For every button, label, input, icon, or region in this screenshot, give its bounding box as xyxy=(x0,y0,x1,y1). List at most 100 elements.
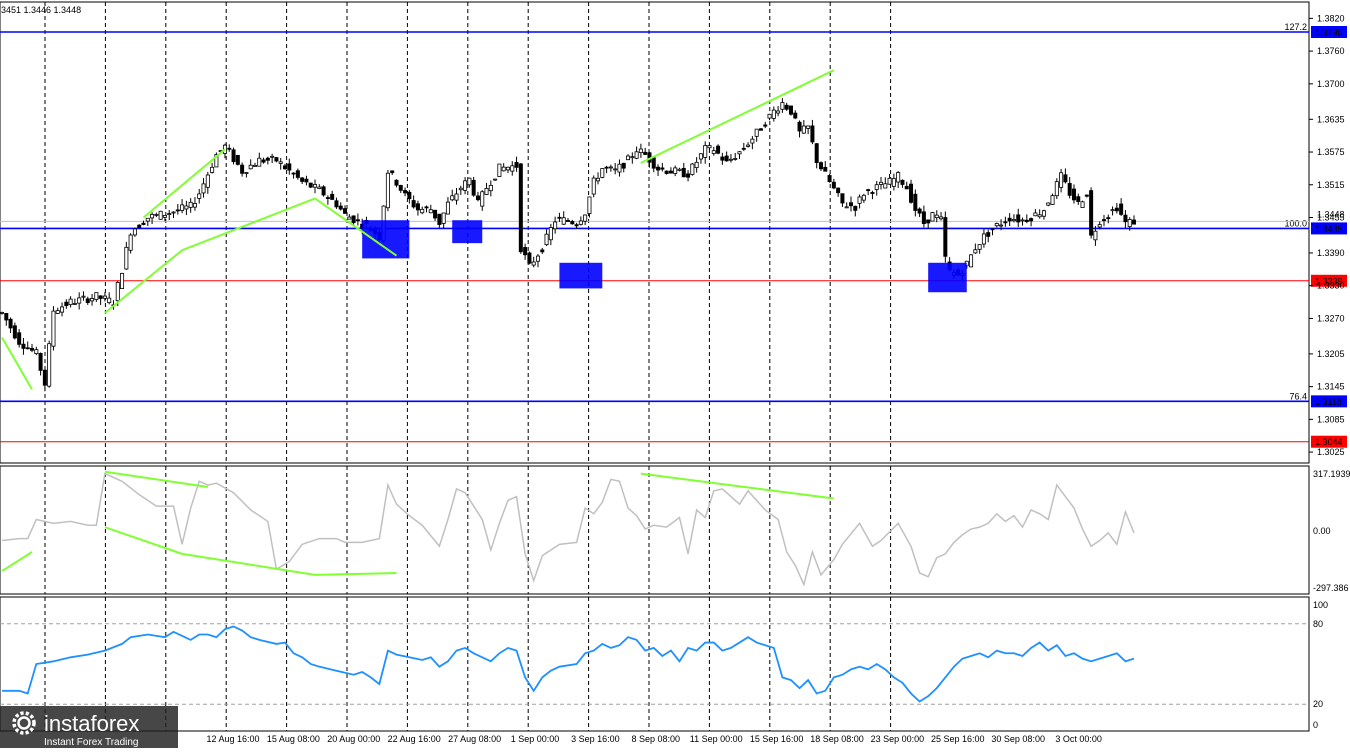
candle-body xyxy=(278,161,283,164)
candle-body xyxy=(716,145,721,154)
candle-body xyxy=(51,310,56,347)
cci-panel-frame xyxy=(0,465,1310,595)
candle-body xyxy=(197,193,202,199)
candle-body xyxy=(754,128,759,137)
candle-body xyxy=(994,223,999,227)
candle-body xyxy=(192,203,197,208)
candle-body xyxy=(167,213,172,215)
candle-body xyxy=(677,168,682,171)
candle-body xyxy=(986,232,991,237)
candle-body xyxy=(81,295,86,298)
rsi-tick-label: 0 xyxy=(1313,720,1318,730)
candle-body xyxy=(17,332,22,345)
candle-body xyxy=(1071,188,1076,201)
candle-body xyxy=(801,125,806,134)
candle-body xyxy=(656,166,661,171)
y-axis-labels: 1.3820 1.3760 1.3700 1.3635 1.3575 1.3515 1.34… xyxy=(1309,13,1350,730)
candle-body xyxy=(38,353,43,371)
candle-body xyxy=(698,153,703,160)
candle-body xyxy=(300,177,305,182)
candle-body xyxy=(613,168,618,171)
candle-body xyxy=(724,155,729,162)
candle-body xyxy=(1046,202,1051,206)
blue-zone xyxy=(362,220,410,259)
candle-body xyxy=(797,121,802,132)
candle-body xyxy=(1093,230,1098,241)
candle-body xyxy=(553,221,558,230)
candle-body xyxy=(587,196,592,214)
logo-tagline: Instant Forex Trading xyxy=(44,737,139,748)
candle-body xyxy=(257,157,262,167)
candle-body xyxy=(141,222,146,225)
price-trendline xyxy=(314,197,398,257)
candle-body xyxy=(317,186,322,190)
candle-body xyxy=(505,166,510,171)
ohlc-header: 3451 1.3446 1.3448 xyxy=(1,5,81,15)
cci-trendline xyxy=(1,551,33,572)
rsi-tick-label: 80 xyxy=(1313,619,1323,629)
candle-body xyxy=(214,154,219,168)
logo-brand: instaforex xyxy=(44,711,139,736)
candle-body xyxy=(917,208,922,214)
rsi-tick-label: 20 xyxy=(1313,699,1323,709)
candle-body xyxy=(188,201,193,208)
candle-body xyxy=(780,102,785,110)
candle-body xyxy=(107,297,112,304)
candle-body xyxy=(480,191,485,207)
candle-body xyxy=(578,220,583,225)
candle-body xyxy=(77,297,82,304)
blue-zone xyxy=(452,220,483,244)
candle-body xyxy=(475,195,480,201)
x-tick-label: 18 Sep 08:00 xyxy=(810,734,864,744)
candle-body xyxy=(445,201,450,215)
candle-body xyxy=(1024,219,1029,223)
candle-body xyxy=(497,163,502,177)
candle-body xyxy=(424,206,429,209)
instaforex-logo: instaforex Instant Forex Trading xyxy=(0,706,178,748)
candle-body xyxy=(1123,214,1128,223)
candle-body xyxy=(788,105,793,115)
cci-line xyxy=(1,472,1135,587)
candle-body xyxy=(42,369,47,386)
price-tick-label: 1.3330 xyxy=(1317,281,1345,291)
candle-body xyxy=(308,182,313,188)
candle-body xyxy=(1029,218,1034,222)
candle-body xyxy=(347,216,352,220)
price-trendline xyxy=(142,148,226,219)
candle-body xyxy=(544,233,549,246)
candle-body xyxy=(531,261,536,266)
candle-body xyxy=(596,177,601,182)
candle-body xyxy=(287,163,292,171)
candle-body xyxy=(630,156,635,159)
cci-trendline xyxy=(640,472,834,500)
candle-body xyxy=(840,193,845,204)
price-trendline xyxy=(104,249,183,314)
candle-body xyxy=(420,208,425,214)
x-tick-label: 30 Sep 08:00 xyxy=(991,734,1045,744)
candle-body xyxy=(561,217,566,225)
candle-body xyxy=(711,150,716,154)
price-level-tag-text: 1.3118 xyxy=(1315,397,1342,407)
candle-body xyxy=(870,192,875,194)
rsi-tick-label: 100 xyxy=(1313,600,1328,610)
candle-body xyxy=(1050,195,1055,205)
candle-body xyxy=(510,165,515,172)
candle-body xyxy=(703,145,708,158)
candle-body xyxy=(467,177,472,186)
candle-body xyxy=(681,167,686,178)
current-price-label: 1.3448 xyxy=(1317,209,1345,219)
candle-body xyxy=(154,213,159,216)
x-tick-label: 15 Sep 16:00 xyxy=(750,734,804,744)
candle-body xyxy=(30,347,35,351)
rsi-panel-frame xyxy=(0,596,1310,732)
price-level-tag xyxy=(1311,435,1347,448)
candle-body xyxy=(626,155,631,161)
candle-body xyxy=(1059,172,1064,188)
cci-trendline xyxy=(104,526,183,555)
x-axis-labels: 12 Aug 16:00 15 Aug 08:00 20 Aug 00:00 22 A… xyxy=(206,734,1101,744)
candle-body xyxy=(210,166,215,173)
candle-body xyxy=(1114,207,1119,212)
candle-body xyxy=(1106,217,1111,220)
price-trendline xyxy=(640,69,835,164)
